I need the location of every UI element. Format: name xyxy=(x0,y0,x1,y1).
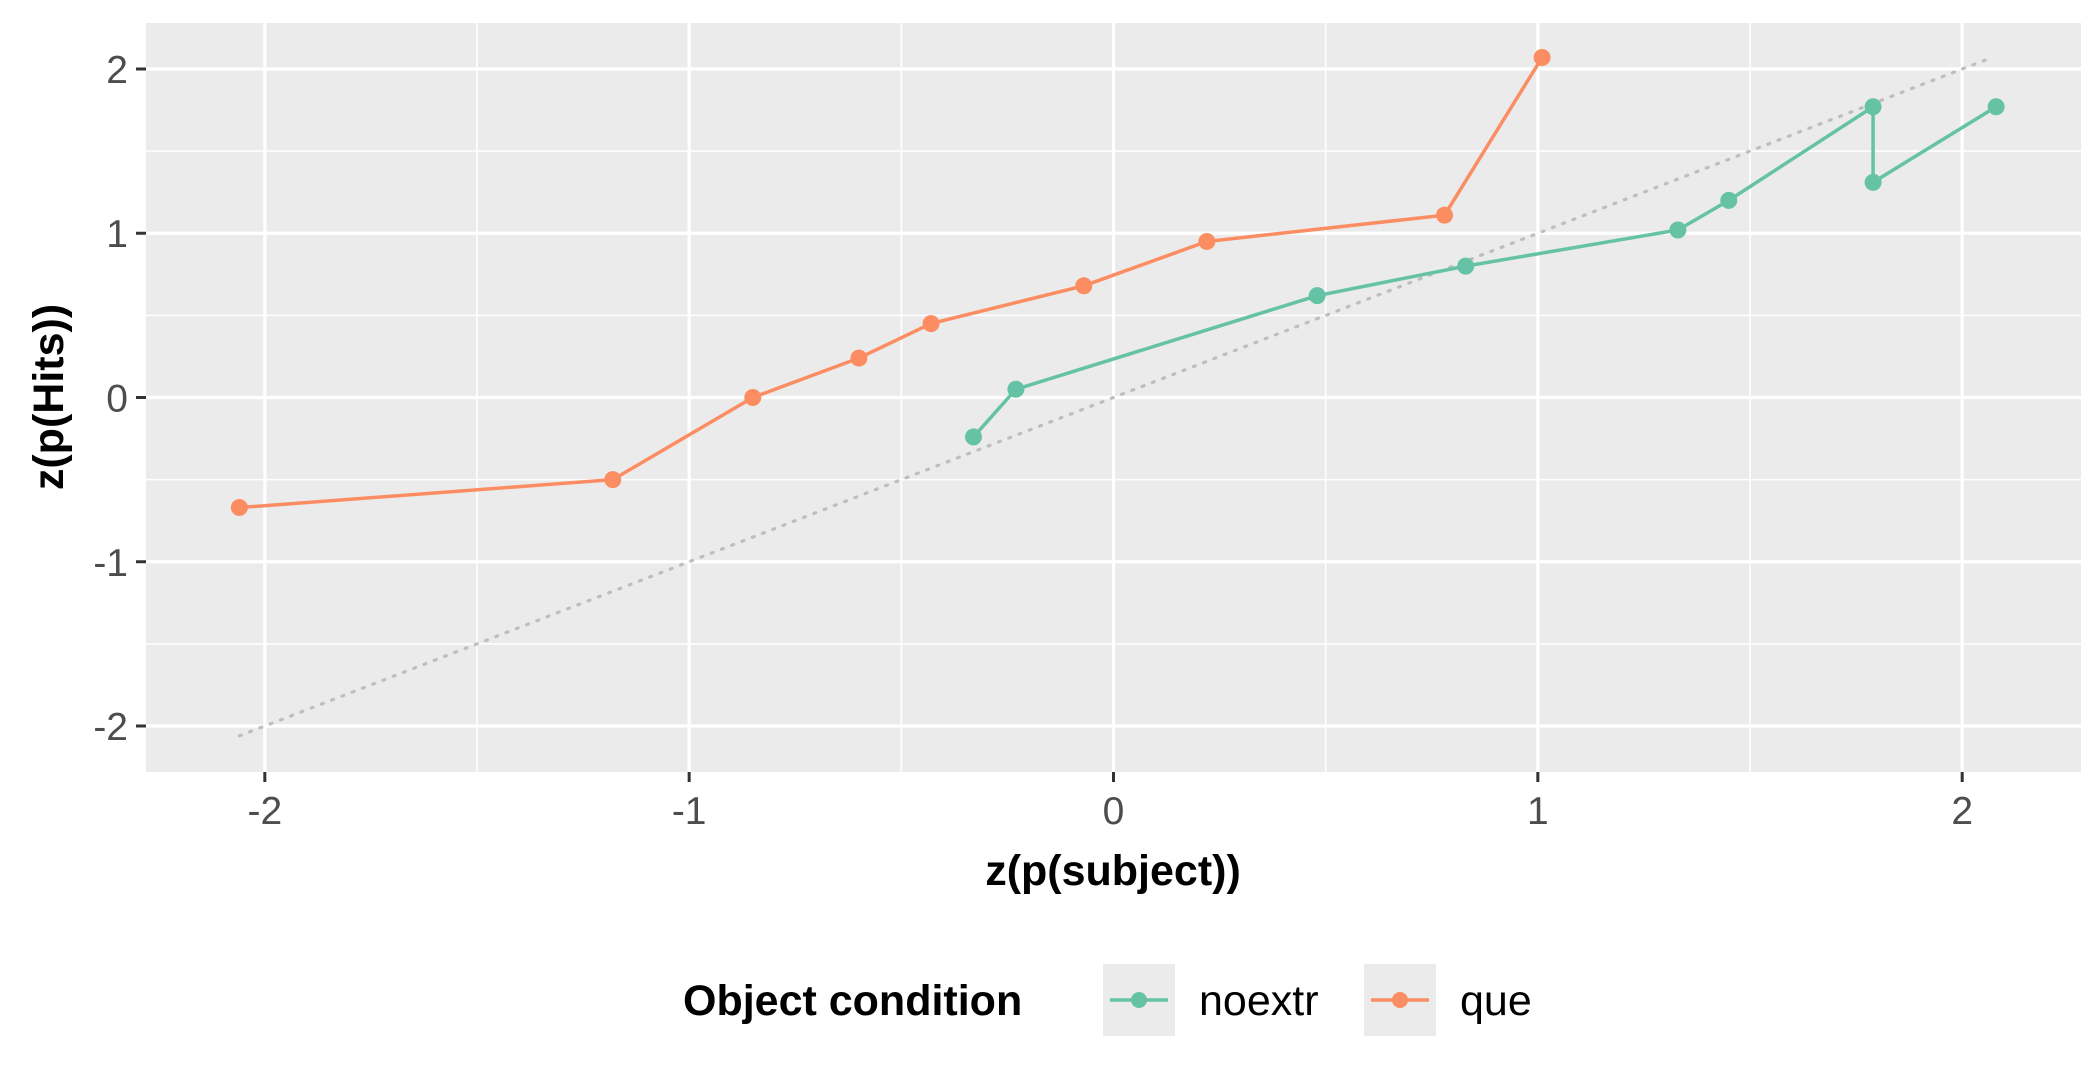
x-axis: -2 -1 0 1 2 xyxy=(247,772,1973,833)
data-point-que xyxy=(1533,48,1551,66)
data-point-noextr xyxy=(1669,221,1687,239)
data-point-noextr xyxy=(1720,191,1738,209)
data-point-que xyxy=(230,499,248,517)
data-point-que xyxy=(922,315,940,333)
y-tick-label: -1 xyxy=(93,542,128,585)
y-tick-label: 2 xyxy=(106,49,128,92)
legend-label-noextr: noextr xyxy=(1199,977,1319,1025)
x-tick-label: 1 xyxy=(1527,790,1549,833)
x-tick-label: 0 xyxy=(1103,790,1125,833)
data-point-que xyxy=(744,389,762,406)
reference-line xyxy=(237,57,1990,738)
x-tick-label: -1 xyxy=(672,790,707,833)
legend-label-que: que xyxy=(1460,977,1532,1025)
x-tick-label: -2 xyxy=(247,790,282,833)
legend-key-point-noextr xyxy=(1131,992,1147,1008)
x-axis-title: z(p(subject)) xyxy=(985,847,1241,895)
series-layer xyxy=(230,48,2005,517)
data-point-noextr xyxy=(1457,257,1475,275)
x-tick-label: 2 xyxy=(1951,790,1973,833)
legend-title: Object condition xyxy=(683,977,1022,1025)
data-point-noextr xyxy=(1987,98,2005,116)
data-point-que xyxy=(1435,206,1453,224)
data-point-que xyxy=(1198,232,1216,250)
data-point-noextr xyxy=(1007,380,1025,398)
data-point-noextr xyxy=(1308,287,1326,305)
data-point-que xyxy=(850,349,868,367)
data-point-noextr xyxy=(1864,98,1882,116)
y-axis: -2 -1 0 1 2 xyxy=(93,49,146,749)
y-tick-label: 1 xyxy=(106,213,128,256)
data-point-que xyxy=(604,471,622,489)
data-point-noextr xyxy=(1864,173,1882,191)
data-point-noextr xyxy=(964,428,982,446)
data-point-que xyxy=(1075,277,1093,295)
legend: Object condition noextr que xyxy=(683,964,1532,1036)
reference-line-group xyxy=(237,57,1990,738)
y-tick-label: 0 xyxy=(106,378,128,421)
legend-key-point-que xyxy=(1392,992,1408,1008)
y-axis-title: z(p(Hits)) xyxy=(25,304,73,490)
y-tick-label: -2 xyxy=(93,706,128,749)
